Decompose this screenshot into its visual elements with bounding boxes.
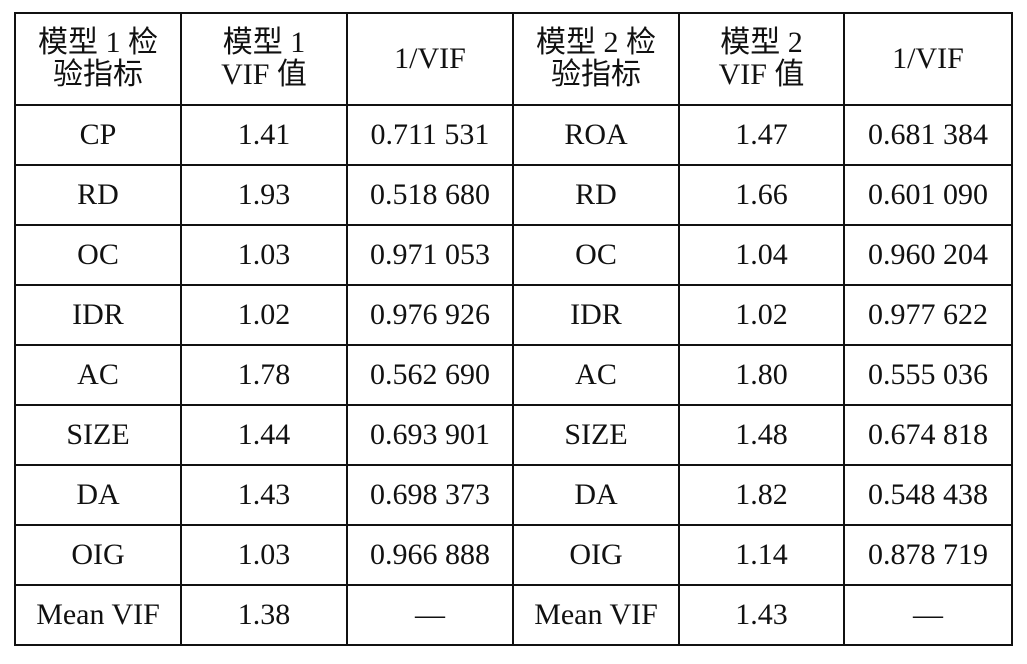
table-cell: RD — [14, 164, 182, 226]
table-cell: 0.698 373 — [346, 464, 514, 526]
header-cell: 模型 1 VIF 值 — [180, 12, 348, 106]
table-cell: CP — [14, 104, 182, 166]
table-cell: 0.878 719 — [843, 524, 1013, 586]
table-cell: Mean VIF — [14, 584, 182, 646]
table-cell: 0.681 384 — [843, 104, 1013, 166]
table-cell: Mean VIF — [512, 584, 680, 646]
table-cell: 1.48 — [678, 404, 845, 466]
table-cell: 1.78 — [180, 344, 348, 406]
table-cell: 1.93 — [180, 164, 348, 226]
table-cell: OIG — [14, 524, 182, 586]
table-cell: 0.555 036 — [843, 344, 1013, 406]
table-cell: 0.966 888 — [346, 524, 514, 586]
table-row: OIG 1.03 0.966 888 OIG 1.14 0.878 719 — [14, 524, 1013, 586]
table-cell: 1.04 — [678, 224, 845, 286]
header-text: VIF 值 — [221, 58, 307, 91]
table-cell: 1.38 — [180, 584, 348, 646]
table-row: DA 1.43 0.698 373 DA 1.82 0.548 438 — [14, 464, 1013, 526]
table-cell: 0.601 090 — [843, 164, 1013, 226]
table-cell: DA — [512, 464, 680, 526]
table-cell: 0.976 926 — [346, 284, 514, 346]
table-cell: 0.674 818 — [843, 404, 1013, 466]
table-cell: 1.03 — [180, 224, 348, 286]
header-row: 模型 1 检验指标 模型 1 VIF 值 1/VIF 模型 2 检验指标 模型 2 VIF … — [14, 12, 1013, 106]
header-text: 模型 2 检 — [536, 26, 656, 59]
table-cell: 1.41 — [180, 104, 348, 166]
table-cell: 0.693 901 — [346, 404, 514, 466]
table-cell: IDR — [14, 284, 182, 346]
table-cell: — — [843, 584, 1013, 646]
table-row: OC 1.03 0.971 053 OC 1.04 0.960 204 — [14, 224, 1013, 286]
header-text: 1/VIF — [394, 42, 466, 75]
table-cell: SIZE — [14, 404, 182, 466]
table-row: Mean VIF 1.38— Mean VIF 1.43— — [14, 584, 1013, 646]
table-cell: AC — [512, 344, 680, 406]
header-text: 验指标 — [53, 58, 143, 91]
header-cell: 模型 1 检验指标 — [14, 12, 182, 106]
table-cell: 1.43 — [180, 464, 348, 526]
header-text: 验指标 — [551, 58, 641, 91]
table-cell: 1.82 — [678, 464, 845, 526]
table-cell: SIZE — [512, 404, 680, 466]
header-text: VIF 值 — [718, 58, 805, 91]
table-cell: 0.562 690 — [346, 344, 514, 406]
table-cell: — — [346, 584, 514, 646]
table-cell: 1.47 — [678, 104, 845, 166]
table-cell: IDR — [512, 284, 680, 346]
header-cell: 1/VIF — [843, 12, 1013, 106]
table-cell: OC — [14, 224, 182, 286]
table-cell: 1.02 — [180, 284, 348, 346]
table-cell: 0.711 531 — [346, 104, 514, 166]
table-row: RD 1.93 0.518 680 RD 1.66 0.601 090 — [14, 164, 1013, 226]
table-cell: 0.518 680 — [346, 164, 514, 226]
table-cell: AC — [14, 344, 182, 406]
table-row: CP 1.41 0.711 531 ROA 1.47 0.681 384 — [14, 104, 1013, 166]
table-cell: RD — [512, 164, 680, 226]
header-cell: 模型 2 检验指标 — [512, 12, 680, 106]
vif-table: 模型 1 检验指标 模型 1 VIF 值 1/VIF 模型 2 检验指标 模型 2 VIF … — [14, 12, 1013, 646]
table-row: IDR 1.02 0.976 926 IDR 1.02 0.977 622 — [14, 284, 1013, 346]
table-cell: 0.977 622 — [843, 284, 1013, 346]
table-cell: 0.960 204 — [843, 224, 1013, 286]
table-body: CP 1.41 0.711 531 ROA 1.47 0.681 384 RD 1.93 0.5… — [14, 104, 1013, 646]
header-text: 模型 1 检 — [38, 26, 158, 59]
table-cell: 1.66 — [678, 164, 845, 226]
table-cell: DA — [14, 464, 182, 526]
header-cell: 模型 2 VIF 值 — [678, 12, 845, 106]
table-cell: OIG — [512, 524, 680, 586]
header-cell: 1/VIF — [346, 12, 514, 106]
table-cell: 1.02 — [678, 284, 845, 346]
table-cell: 1.14 — [678, 524, 845, 586]
table-cell: 0.548 438 — [843, 464, 1013, 526]
header-text: 1/VIF — [892, 42, 964, 75]
table-cell: 0.971 053 — [346, 224, 514, 286]
table-cell: 1.03 — [180, 524, 348, 586]
table-row: SIZE 1.44 0.693 901 SIZE 1.48 0.674 818 — [14, 404, 1013, 466]
header-text: 模型 2 — [720, 26, 803, 59]
header-text: 模型 1 — [222, 26, 306, 59]
table-cell: 1.80 — [678, 344, 845, 406]
table-cell: 1.44 — [180, 404, 348, 466]
table-cell: OC — [512, 224, 680, 286]
table-row: AC 1.78 0.562 690 AC 1.80 0.555 036 — [14, 344, 1013, 406]
table-cell: ROA — [512, 104, 680, 166]
table-cell: 1.43 — [678, 584, 845, 646]
